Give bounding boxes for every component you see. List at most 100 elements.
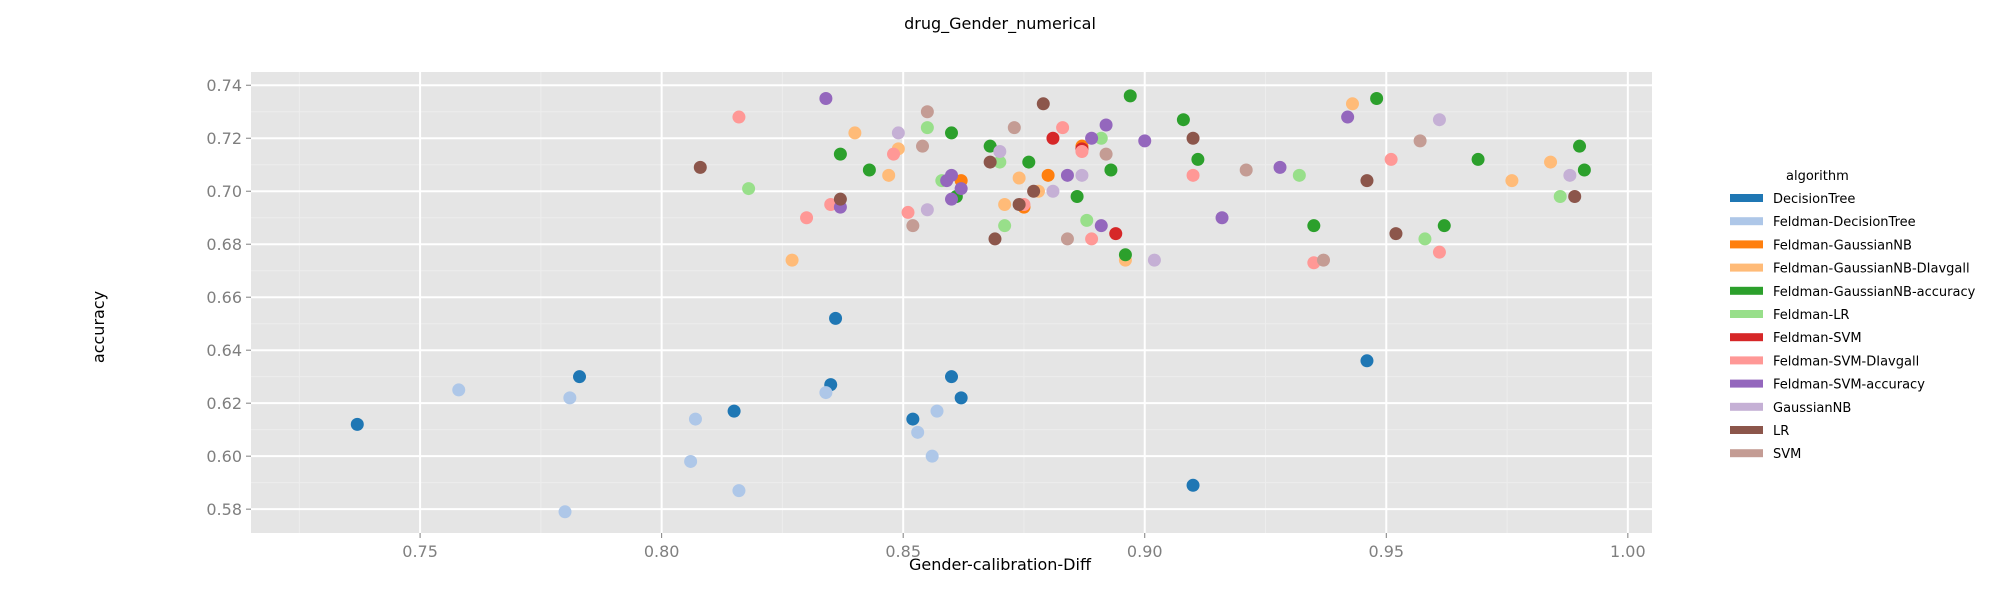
data-point [1041, 168, 1055, 182]
data-point [848, 126, 862, 140]
x-tick-label: 0.85 [885, 542, 921, 561]
plot-background [251, 72, 1652, 533]
legend-swatch [1730, 194, 1763, 202]
data-point [1292, 168, 1306, 182]
data-point [819, 386, 833, 400]
data-point [1104, 163, 1118, 177]
legend-label: Feldman-LR [1773, 308, 1849, 323]
data-point [800, 211, 814, 225]
data-point [920, 203, 934, 217]
data-point [882, 168, 896, 182]
legend-label: Feldman-GaussianNB-accuracy [1773, 285, 1976, 300]
data-point [1094, 131, 1108, 145]
series-decisiontree [350, 311, 1374, 492]
data-point [742, 182, 756, 196]
data-point [563, 391, 577, 405]
data-point [930, 404, 944, 418]
x-tick-label: 0.90 [1127, 542, 1163, 561]
data-point [1027, 184, 1041, 198]
data-point [1109, 227, 1123, 241]
chart-title: drug_Gender_numerical [904, 14, 1096, 34]
data-point [1123, 89, 1137, 103]
y-tick-label: 0.62 [206, 394, 242, 413]
data-point [1085, 131, 1099, 145]
legend-swatch [1730, 426, 1763, 434]
legend: algorithm DecisionTree Feldman-DecisionTr… [1730, 169, 1976, 462]
data-point [993, 155, 1007, 169]
data-point [916, 139, 930, 153]
y-axis-title: accuracy [89, 291, 108, 363]
legend-swatch [1730, 217, 1763, 226]
data-point [1186, 168, 1200, 182]
series-svm [906, 105, 1427, 267]
data-point [1573, 139, 1587, 153]
data-point [925, 449, 939, 463]
data-point [833, 192, 847, 206]
legend-label: Feldman-SVM [1773, 331, 1862, 346]
series-lr [693, 97, 1582, 246]
legend-title: algorithm [1786, 169, 1849, 184]
data-point [1147, 253, 1161, 267]
data-point [1437, 219, 1451, 233]
data-point [1080, 213, 1094, 227]
legend-swatch [1730, 263, 1763, 272]
data-point [1544, 155, 1558, 169]
data-point [829, 311, 843, 325]
data-point [1099, 147, 1113, 161]
legend-label: Feldman-SVM-DIavgall [1773, 354, 1919, 369]
data-point [1118, 248, 1132, 262]
data-point [1012, 171, 1026, 185]
data-point [1186, 478, 1200, 492]
data-point [920, 105, 934, 119]
data-point [693, 160, 707, 174]
legend-label: Feldman-DecisionTree [1773, 215, 1916, 230]
data-point [1056, 121, 1070, 135]
data-point [998, 197, 1012, 211]
data-point [1186, 131, 1200, 145]
x-tick-label: 1.00 [1610, 542, 1646, 561]
data-point [1471, 152, 1485, 166]
data-point [1360, 174, 1374, 188]
data-point [1094, 219, 1108, 233]
legend-label: SVM [1773, 447, 1801, 462]
data-point [1075, 168, 1089, 182]
data-point [1191, 152, 1205, 166]
x-axis-title: Gender-calibration-Diff [909, 555, 1092, 574]
data-point [558, 505, 572, 519]
data-point [1418, 232, 1432, 246]
data-point [945, 168, 958, 182]
data-point [1505, 174, 1519, 188]
legend-swatch [1730, 286, 1763, 295]
data-point [1389, 227, 1403, 241]
data-point [1239, 163, 1253, 177]
data-point [906, 219, 920, 233]
y-tick-label: 0.68 [206, 235, 242, 254]
data-point [1370, 91, 1384, 105]
legend-swatch [1730, 449, 1763, 458]
data-point [1007, 121, 1021, 135]
data-point [1553, 190, 1567, 204]
series-feldman-lr [742, 121, 1567, 246]
data-point [573, 370, 587, 384]
legend-label: Feldman-GaussianNB [1773, 238, 1912, 253]
data-point [983, 155, 997, 169]
legend-label: Feldman-SVM-accuracy [1773, 378, 1925, 393]
data-point [350, 417, 364, 431]
data-point [1215, 211, 1229, 225]
data-point [785, 253, 799, 267]
y-tick-label: 0.70 [206, 182, 242, 201]
data-point [1316, 253, 1330, 267]
data-point [891, 126, 905, 140]
data-point [1568, 190, 1582, 204]
legend-swatch [1730, 356, 1763, 365]
data-point [1085, 232, 1099, 246]
y-tick-label: 0.64 [206, 341, 242, 360]
data-point [1022, 155, 1036, 169]
legend-label: LR [1773, 424, 1789, 439]
data-point [732, 484, 746, 498]
y-tick-label: 0.74 [206, 76, 242, 95]
legend-label: Feldman-GaussianNB-DIavgall [1773, 262, 1970, 277]
legend-label: DecisionTree [1773, 192, 1855, 207]
series-feldman-svm-accuracy [819, 91, 1355, 233]
